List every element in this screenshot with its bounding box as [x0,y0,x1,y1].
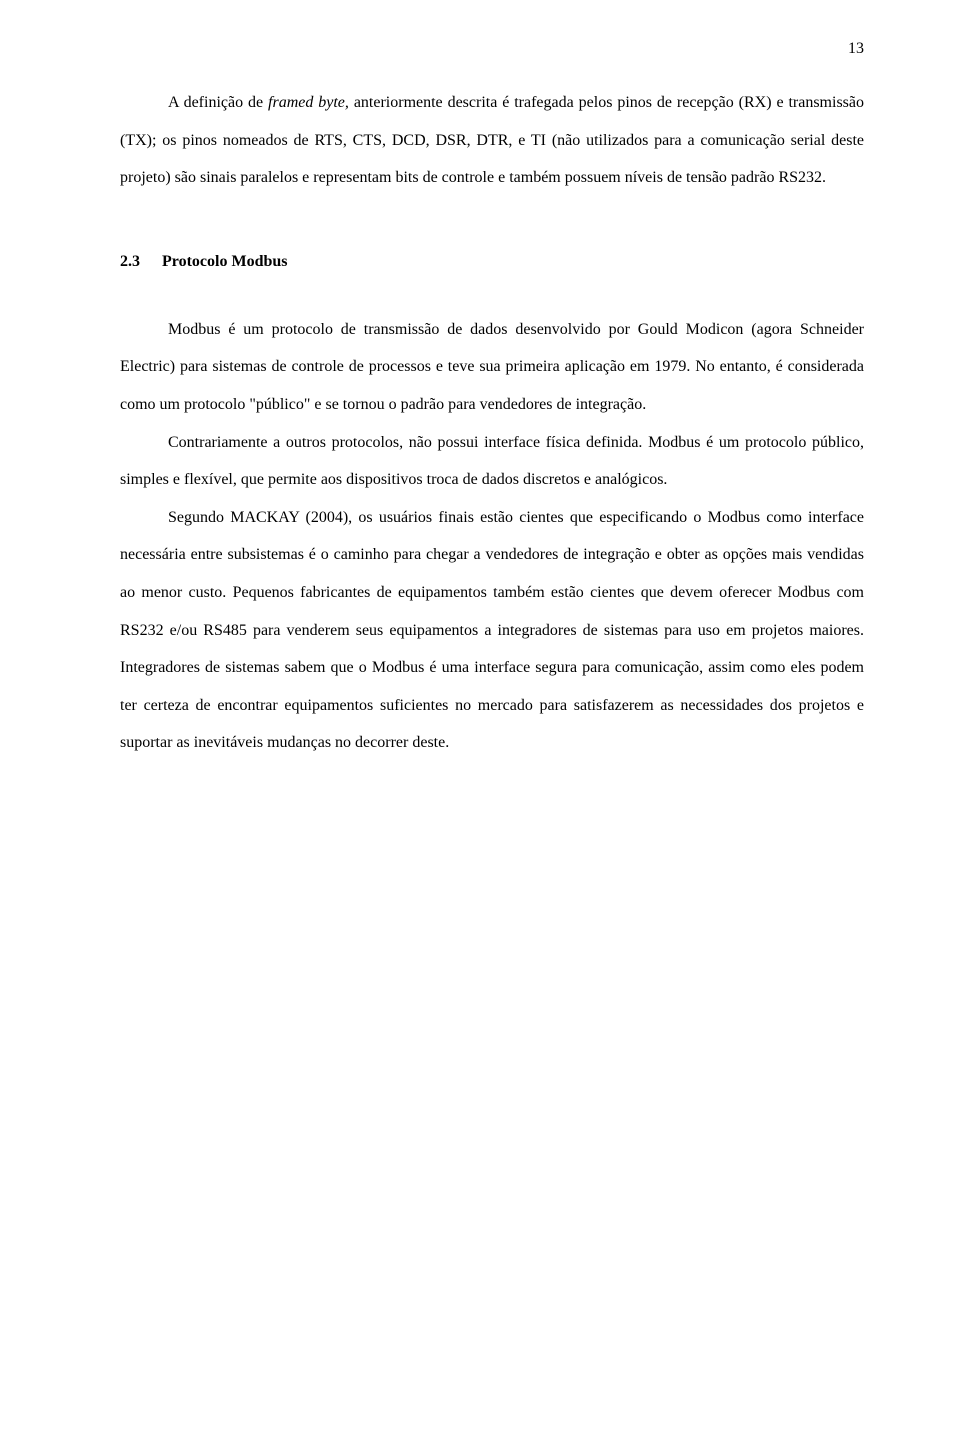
heading-number: 2.3 [120,253,162,271]
page-number: 13 [848,40,864,58]
section-heading: 2.3Protocolo Modbus [120,253,864,271]
para1-italic-term: framed byte, [268,94,349,111]
paragraph-2: Modbus é um protocolo de transmissão de … [120,311,864,424]
paragraph-4: Segundo MACKAY (2004), os usuários finai… [120,499,864,762]
document-page: 13 A definição de framed byte, anteriorm… [0,0,960,1438]
para1-pre: A definição de [168,94,268,111]
paragraph-3: Contrariamente a outros protocolos, não … [120,424,864,499]
heading-title: Protocolo Modbus [162,253,287,270]
paragraph-intro: A definição de framed byte, anteriorment… [120,84,864,197]
